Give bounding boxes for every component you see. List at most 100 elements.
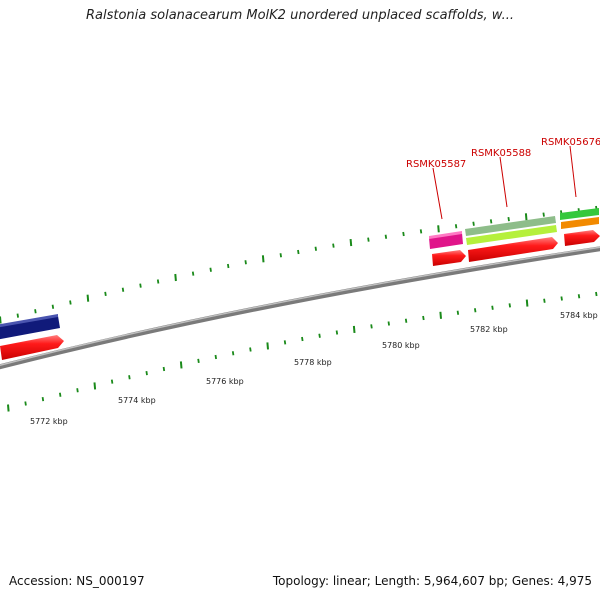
rsmk05587-red-arrow[interactable] <box>432 250 466 266</box>
lower-track-tick <box>93 382 97 390</box>
upper-track-tick <box>156 279 160 284</box>
rsmk05676-green-bar[interactable] <box>560 208 599 220</box>
upper-track-tick <box>489 219 493 224</box>
tick-label-5774: 5774 kbp <box>118 396 156 405</box>
tick-label-5780: 5780 kbp <box>382 341 420 350</box>
lower-track-tick <box>508 303 511 308</box>
lower-track-tick <box>128 375 131 380</box>
rsmk05676-orange-bar[interactable] <box>561 217 599 229</box>
upper-track-tick <box>244 260 247 265</box>
genome-stats-text: Topology: linear; Length: 5,964,607 bp; … <box>272 574 592 588</box>
upper-track-tick <box>86 294 90 302</box>
lower-track-tick <box>422 315 425 321</box>
upper-track-tick <box>507 216 510 222</box>
lower-track-tick <box>197 358 200 364</box>
upper-track-tick <box>472 221 475 226</box>
lower-track-tick <box>231 351 235 356</box>
upper-track-tick <box>16 313 19 318</box>
lower-track-tick <box>352 325 356 333</box>
left-gene-cluster[interactable] <box>0 314 64 360</box>
rsmk05587-leader <box>432 167 443 220</box>
gene-labels: RSMK05587 RSMK05588 RSMK05676 <box>406 137 600 220</box>
upper-track-tick <box>121 287 125 292</box>
upper-track-tick <box>261 255 265 263</box>
tick-label-5778: 5778 kbp <box>294 358 332 367</box>
upper-track-tick <box>349 239 353 247</box>
tick-label-5772: 5772 kbp <box>30 417 68 426</box>
lower-tick-track <box>7 291 598 412</box>
genome-backbone-highlight <box>0 246 600 366</box>
rsmk05588-leader <box>499 156 508 208</box>
upper-track-tick <box>69 300 72 305</box>
upper-track-tick <box>209 267 212 272</box>
rsmk05587-pink-bar-top <box>429 231 462 239</box>
lower-track-tick <box>162 366 166 372</box>
lower-track-tick <box>301 336 304 342</box>
upper-track-tick <box>0 316 2 324</box>
upper-track-tick <box>104 291 107 297</box>
upper-track-tick <box>227 263 230 269</box>
lower-track-tick <box>283 340 287 345</box>
lower-track-tick <box>214 354 217 360</box>
lower-track-tick <box>76 388 79 393</box>
lower-track-tick <box>179 361 183 369</box>
genome-backbone <box>0 246 600 370</box>
lower-track-tick <box>7 404 10 412</box>
upper-track-tick <box>191 271 195 276</box>
lower-track-tick <box>249 347 252 352</box>
lower-track-tick <box>491 305 494 310</box>
upper-track-tick <box>419 229 423 234</box>
accession-text: Accession: NS_000197 <box>9 574 145 588</box>
upper-track-tick <box>34 309 37 314</box>
lower-track-tick <box>59 392 62 397</box>
lower-track-tick <box>24 401 27 406</box>
rsmk05587-label[interactable]: RSMK05587 <box>406 159 466 170</box>
upper-track-tick <box>139 283 142 288</box>
upper-tick-track <box>0 205 598 324</box>
rsmk05588-lime-bar[interactable] <box>466 225 557 245</box>
gene-cluster-rsmk05587[interactable] <box>429 231 466 266</box>
rsmk05588-sage-bar[interactable] <box>465 216 556 236</box>
lower-track-tick <box>145 370 148 376</box>
lower-track-tick <box>110 379 114 384</box>
lower-track-tick <box>318 333 321 338</box>
upper-track-tick <box>332 243 335 248</box>
lower-track-tick <box>387 321 390 326</box>
lower-track-tick <box>370 324 373 329</box>
navy-gene-bar[interactable] <box>0 316 60 340</box>
tick-label-5782: 5782 kbp <box>470 325 508 334</box>
upper-track-tick <box>454 224 458 229</box>
lower-track-tick <box>456 310 460 315</box>
upper-track-tick <box>402 231 405 237</box>
lower-track-tick <box>577 294 581 299</box>
gene-cluster-rsmk05676[interactable] <box>560 208 600 246</box>
gene-cluster-rsmk05588[interactable] <box>465 216 558 262</box>
upper-track-tick <box>51 304 55 309</box>
rsmk05588-label[interactable]: RSMK05588 <box>471 148 531 159</box>
rsmk05588-red-arrow[interactable] <box>468 237 558 262</box>
upper-track-tick <box>384 234 388 239</box>
upper-track-tick <box>174 273 177 282</box>
genome-title: Ralstonia solanacearum MolK2 unordered u… <box>85 8 514 23</box>
navy-gene-bar-top <box>0 314 58 328</box>
lower-track-tick <box>41 396 45 402</box>
lower-track-tick <box>560 296 563 301</box>
lower-track-tick <box>404 318 408 323</box>
axis-labels: 5772 kbp 5774 kbp 5776 kbp 5778 kbp 5780… <box>30 311 598 426</box>
lower-track-tick <box>525 299 529 307</box>
lower-track-tick <box>439 311 442 319</box>
lower-track-tick <box>335 330 339 335</box>
rsmk05676-leader <box>569 145 577 198</box>
upper-track-tick <box>367 237 370 242</box>
upper-track-tick <box>297 249 300 255</box>
red-gene-arrow-left[interactable] <box>0 335 64 360</box>
rsmk05676-red-arrow[interactable] <box>564 230 600 246</box>
lower-track-tick <box>474 308 477 313</box>
rsmk05676-label[interactable]: RSMK05676 <box>541 137 600 148</box>
upper-track-tick <box>437 225 440 233</box>
lower-track-tick <box>595 291 598 297</box>
lower-track-tick <box>543 298 546 303</box>
upper-track-tick <box>279 253 282 258</box>
upper-track-tick <box>542 212 545 217</box>
